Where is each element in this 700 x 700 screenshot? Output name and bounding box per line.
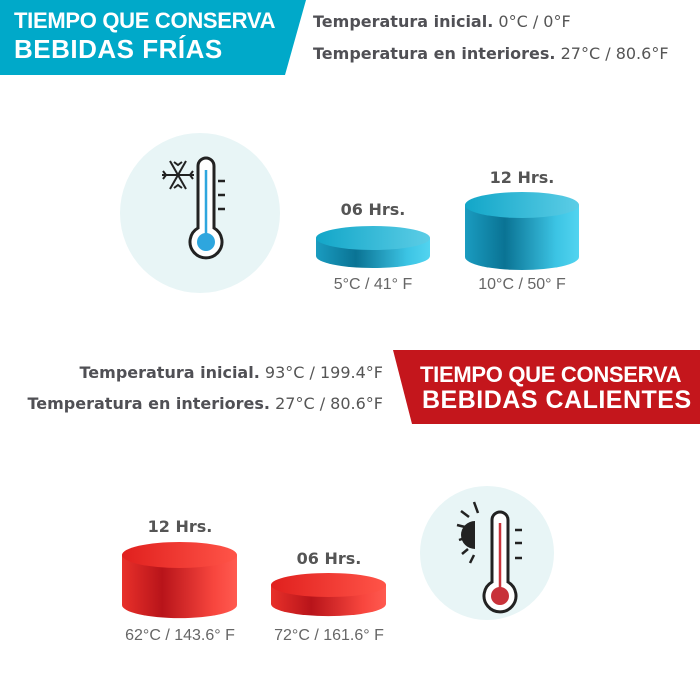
cold-banner-line2: BEBIDAS FRÍAS [14, 34, 223, 64]
cold-banner [0, 0, 306, 75]
cold-initial-temp: Temperatura inicial. 0°C / 0°F [313, 12, 571, 31]
cold-cylinder-12h [465, 192, 579, 270]
hot-initial-temp: Temperatura inicial. 93°C / 199.4°F [80, 363, 384, 382]
cold-cylinder-6h [316, 226, 430, 268]
hot-hours-label: 12 Hrs. [147, 517, 213, 536]
value: 0°C / 0°F [498, 12, 571, 31]
hot-indoor-temp: Temperatura en interiores. 27°C / 80.6°F [27, 394, 383, 413]
hot-cylinder-6h [271, 573, 386, 617]
label: Temperatura inicial. [313, 12, 494, 31]
hot-temp-label: 62°C / 143.6° F [125, 627, 235, 644]
thermometer-sun-icon [420, 486, 554, 620]
cold-hours-label: 12 Hrs. [489, 168, 555, 187]
label: Temperatura inicial. [79, 363, 260, 382]
cold-banner-line1: TIEMPO QUE CONSERVA [14, 8, 276, 33]
cold-indoor-temp: Temperatura en interiores. 27°C / 80.6°F [313, 44, 669, 63]
hot-temp-label: 72°C / 161.6° F [274, 627, 384, 644]
cold-hours-label: 06 Hrs. [340, 200, 406, 219]
label: Temperatura en interiores. [27, 394, 270, 413]
value: 27°C / 80.6°F [275, 394, 383, 413]
hot-banner-line2: BEBIDAS CALIENTES [422, 386, 692, 414]
thermometer-snowflake-icon [120, 133, 280, 293]
cold-temp-label: 5°C / 41° F [333, 276, 413, 293]
value: 27°C / 80.6°F [560, 44, 669, 63]
hot-banner-line1: TIEMPO QUE CONSERVA [420, 362, 682, 387]
value: 93°C / 199.4°F [264, 363, 383, 382]
hot-banner [393, 350, 700, 424]
hot-hours-label: 06 Hrs. [296, 549, 362, 568]
label: Temperatura en interiores. [313, 44, 556, 63]
cold-temp-label: 10°C / 50° F [478, 276, 566, 293]
hot-cylinder-12h [122, 542, 237, 619]
